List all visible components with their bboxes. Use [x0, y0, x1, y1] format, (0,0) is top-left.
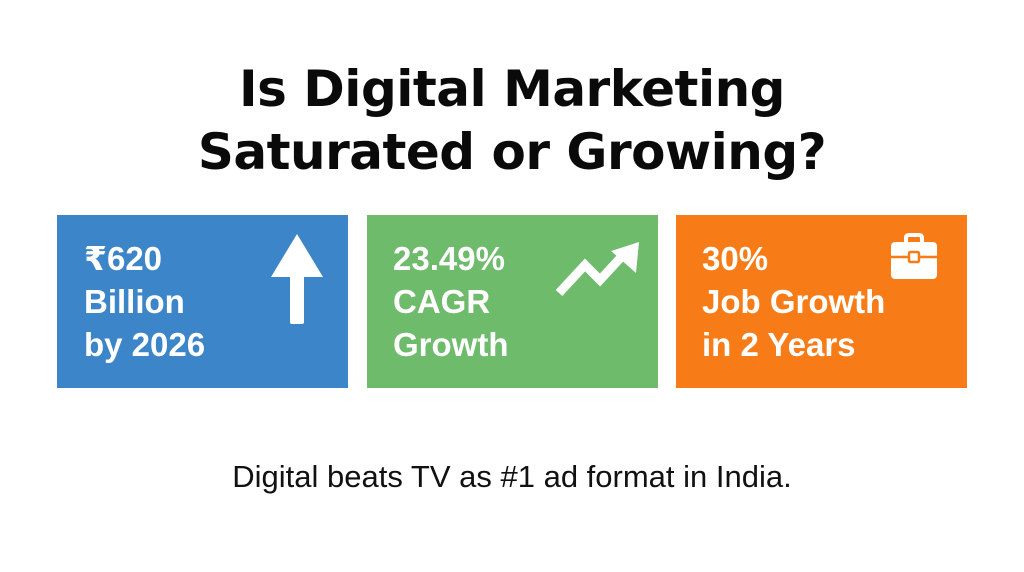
caption: Digital beats TV as #1 ad format in Indi…	[232, 459, 792, 494]
briefcase-icon	[891, 233, 937, 279]
stat-value: 23.49%	[393, 240, 505, 277]
stat-label: CAGR	[393, 283, 491, 320]
stat-card-job-growth: 30% Job Growth in 2 Years	[676, 215, 967, 388]
stat-value: 30%	[702, 240, 769, 277]
title-line-1: Is Digital Marketing	[239, 60, 785, 118]
stat-card-text: ₹620 Billion by 2026	[84, 237, 205, 366]
stat-label: Growth	[393, 326, 509, 363]
stat-label: in 2 Years	[702, 326, 856, 363]
page-title: Is Digital Marketing Saturated or Growin…	[0, 58, 1024, 184]
title-line-2: Saturated or Growing?	[197, 123, 827, 181]
stat-value: ₹620	[84, 240, 163, 277]
trending-up-icon	[555, 242, 639, 297]
stat-card-cagr: 23.49% CAGR Growth	[367, 215, 658, 388]
stat-card-text: 23.49% CAGR Growth	[393, 237, 508, 366]
stat-card-market-size: ₹620 Billion by 2026	[57, 215, 348, 388]
arrow-up-icon	[271, 234, 323, 324]
stat-label: by 2026	[84, 326, 206, 363]
stat-label: Billion	[84, 283, 185, 320]
stat-card-text: 30% Job Growth in 2 Years	[702, 237, 885, 366]
stat-label: Job Growth	[702, 283, 886, 320]
